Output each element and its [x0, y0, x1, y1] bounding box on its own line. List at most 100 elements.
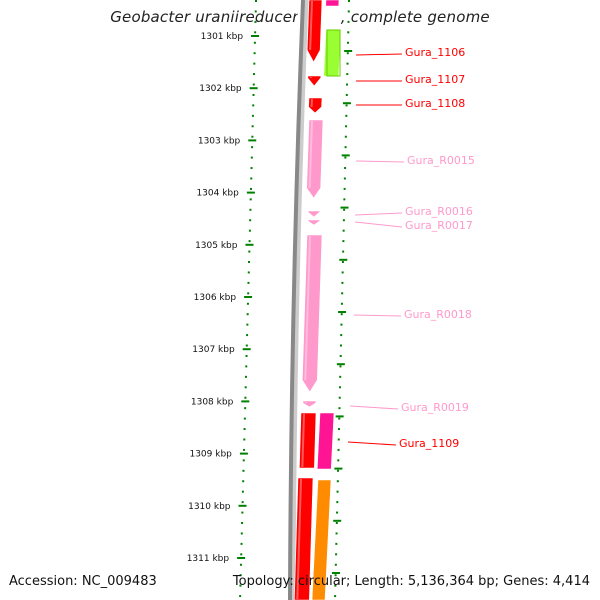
feature-highlight [309, 1, 313, 50]
kbp-label: 1302 kbp [199, 84, 242, 94]
minor-tick [248, 229, 251, 232]
major-tick [338, 311, 347, 313]
minor-tick [253, 52, 256, 55]
gene-gura-r0015-feature [306, 119, 324, 199]
minor-tick [252, 83, 255, 86]
backbone [288, 0, 305, 600]
gene-gura-r0016-feature [307, 210, 321, 218]
minor-tick [246, 334, 249, 337]
minor-tick [255, 0, 257, 2]
minor-tick [249, 208, 252, 211]
minor-tick [347, 20, 350, 23]
label-leader-line [355, 160, 405, 163]
minor-tick [249, 198, 252, 201]
minor-tick [340, 313, 343, 316]
minor-tick [246, 323, 249, 326]
major-tick [333, 519, 342, 522]
gene-label-gura-1106[interactable]: Gura_1106 [405, 46, 465, 59]
major-tick [245, 243, 254, 246]
minor-tick [243, 428, 246, 431]
gene-gura-r0018-feature [301, 234, 323, 393]
minor-tick [334, 563, 337, 566]
label-leader-line [354, 212, 403, 216]
minor-tick [338, 417, 341, 420]
minor-tick [252, 104, 255, 107]
minor-tick [346, 83, 349, 86]
gene-label-gura-1109[interactable]: Gura_1109 [399, 437, 459, 450]
reverse-feature-green [323, 29, 342, 77]
minor-tick [254, 31, 257, 34]
minor-tick [244, 396, 247, 399]
gene-label-gura-r0015[interactable]: Gura_R0015 [407, 154, 475, 167]
major-tick [242, 348, 251, 351]
minor-tick [346, 62, 349, 65]
label-leader-line [349, 405, 399, 410]
minor-tick [345, 114, 348, 117]
minor-tick [335, 532, 338, 535]
genome-summary: Topology: circular; Length: 5,136,364 bp… [232, 574, 590, 589]
accession-text: Accession: NC_009483 [9, 574, 157, 589]
major-tick [244, 296, 253, 298]
minor-tick [240, 532, 243, 535]
gene-label-gura-1107[interactable]: Gura_1107 [405, 73, 465, 86]
major-tick [246, 191, 255, 194]
minor-tick [239, 563, 242, 566]
minor-tick [337, 469, 340, 472]
reverse-feature-magenta [325, 0, 340, 7]
major-tick [248, 139, 257, 142]
major-tick [342, 102, 351, 105]
minor-tick [343, 177, 346, 180]
minor-tick [251, 114, 254, 117]
minor-tick [244, 407, 247, 410]
minor-tick [344, 135, 347, 138]
minor-tick [341, 281, 344, 284]
minor-tick [347, 31, 350, 34]
gene-label-gura-r0016[interactable]: Gura_R0016 [405, 205, 473, 218]
minor-tick [337, 438, 340, 441]
feature-highlight [296, 479, 302, 599]
minor-tick [244, 386, 247, 389]
label-leaders [347, 53, 405, 446]
gene-features [294, 0, 342, 600]
minor-tick [250, 177, 253, 180]
minor-tick [339, 344, 342, 347]
kbp-tick-marks [237, 0, 260, 598]
minor-tick [239, 574, 242, 577]
reverse-feature-orange [311, 479, 332, 600]
major-tick [340, 206, 349, 209]
minor-tick [340, 302, 343, 305]
major-tick [341, 154, 350, 157]
gene-gura-1109-feature [299, 412, 317, 469]
minor-tick [346, 73, 349, 76]
gene-gura-1108-feature [308, 97, 323, 114]
kbp-label: 1301 kbp [201, 32, 244, 42]
gene-label-gura-r0017[interactable]: Gura_R0017 [405, 219, 473, 232]
minor-tick [247, 292, 250, 295]
minor-tick [249, 187, 252, 190]
minor-tick [250, 167, 253, 170]
gene-label-gura-r0018[interactable]: Gura_R0018 [404, 308, 472, 321]
minor-tick [339, 365, 342, 368]
minor-tick [253, 73, 256, 76]
minor-tick [345, 125, 348, 128]
kbp-label: 1309 kbp [189, 450, 232, 460]
gene-gura-1107-feature [307, 75, 322, 87]
gene-label-gura-r0019[interactable]: Gura_R0019 [401, 401, 469, 414]
minor-tick [336, 490, 339, 493]
minor-tick [342, 250, 345, 253]
reverse-feature-green-outline [326, 29, 341, 77]
minor-tick [246, 302, 249, 305]
minor-tick [240, 553, 243, 556]
minor-tick [254, 20, 257, 23]
minor-tick [242, 459, 245, 462]
minor-tick [248, 240, 251, 243]
major-tick [334, 467, 343, 470]
minor-tick [243, 438, 246, 441]
feature-highlight [309, 77, 312, 78]
minor-tick [344, 167, 347, 170]
gene-label-gura-1108[interactable]: Gura_1108 [405, 97, 465, 110]
minor-tick [334, 574, 337, 577]
kbp-label: 1308 kbp [191, 397, 234, 407]
kbp-scale-labels: 1301 kbp 1302 kbp 1303 kbp 1304 kbp 1305 kbp… [187, 32, 244, 564]
